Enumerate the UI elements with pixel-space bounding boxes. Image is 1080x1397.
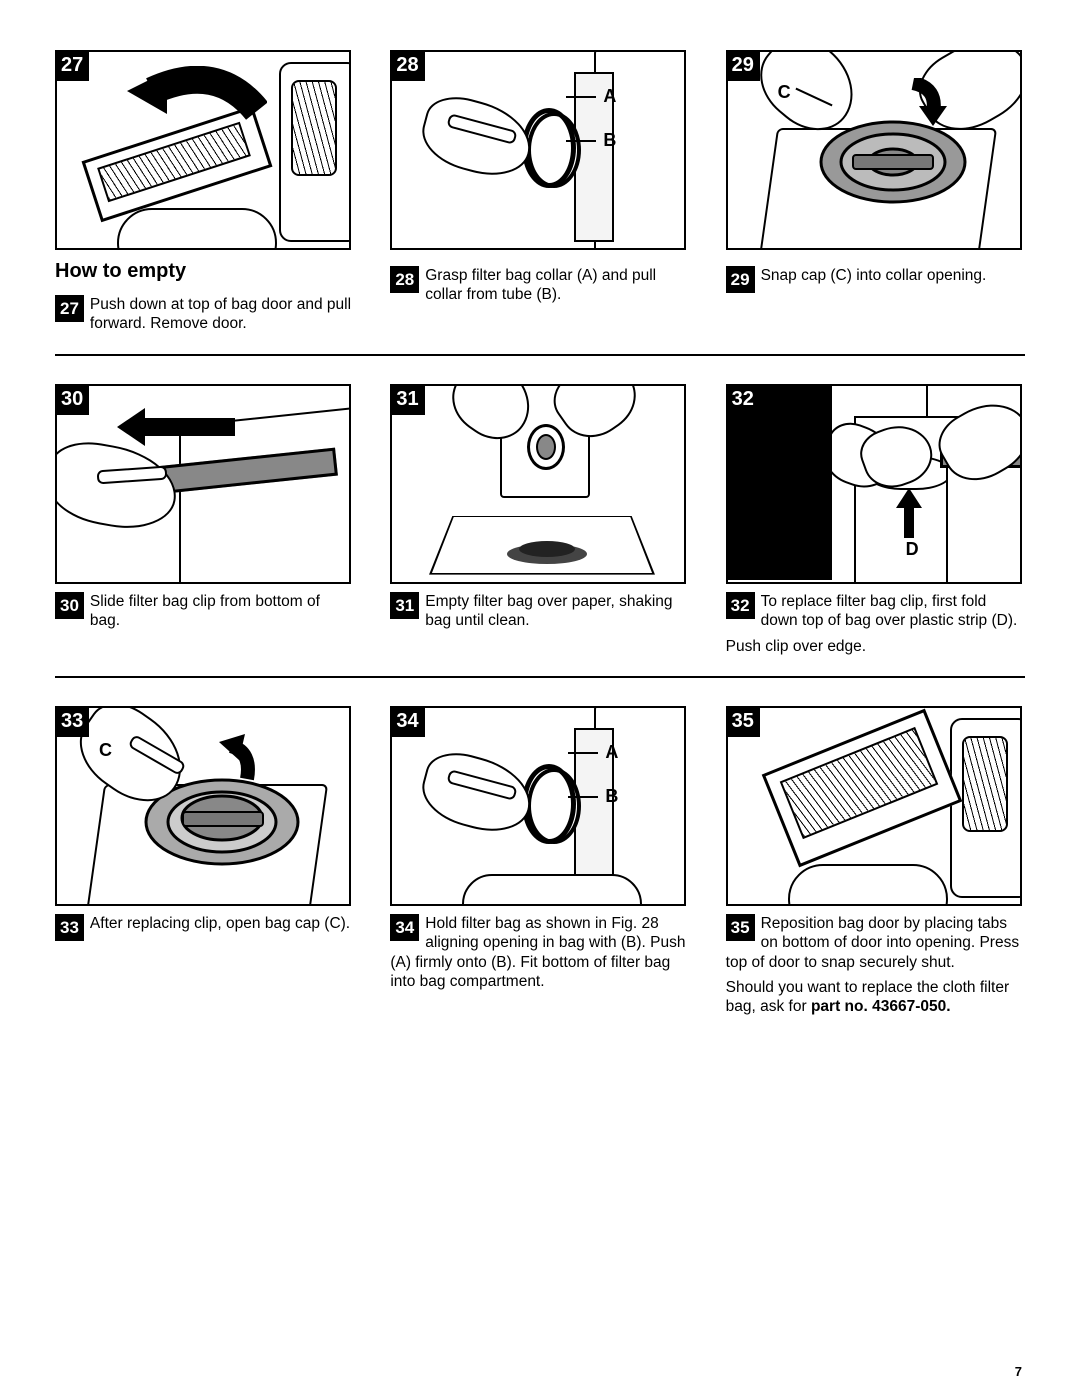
caption-text-32b: Push clip over edge. xyxy=(726,637,1025,656)
divider-1 xyxy=(55,354,1025,356)
label-B-28: B xyxy=(603,130,616,151)
figure-35: 35 xyxy=(726,706,1022,906)
caption-badge-35: 35 xyxy=(726,914,755,941)
step-29: 29 C 29 Snap cap (C) into collar o xyxy=(726,50,1025,334)
part-number: part no. 43667-050. xyxy=(811,998,951,1015)
badge-33: 33 xyxy=(55,706,89,737)
caption-text-35: Reposition bag door by placing tabs on b… xyxy=(726,915,1019,971)
caption-badge-34: 34 xyxy=(390,914,419,941)
caption-text-31: Empty filter bag over paper, shaking bag… xyxy=(425,593,672,629)
label-A-28: A xyxy=(603,86,616,107)
figure-28: 28 A B xyxy=(390,50,686,250)
figure-32: 32 D xyxy=(726,384,1022,584)
caption-text-33: After replacing clip, open bag cap (C). xyxy=(90,915,350,932)
caption-badge-29: 29 xyxy=(726,266,755,293)
badge-28: 28 xyxy=(390,50,424,81)
caption-34: 34 Hold filter bag as shown in Fig. 28 a… xyxy=(390,914,689,992)
badge-30: 30 xyxy=(55,384,89,415)
figure-33: 33 C xyxy=(55,706,351,906)
label-A-34: A xyxy=(605,742,618,763)
badge-27: 27 xyxy=(55,50,89,81)
label-C-29: C xyxy=(778,82,791,103)
figure-29: 29 C xyxy=(726,50,1022,250)
step-31: 31 31 Empty filter bag over paper, shaki… xyxy=(390,384,689,656)
caption-text-34: Hold filter bag as shown in Fig. 28 alig… xyxy=(390,915,685,990)
caption-35: 35 Reposition bag door by placing tabs o… xyxy=(726,914,1025,1017)
step-27: 27 How to empty 27 Push down at top of b… xyxy=(55,50,354,334)
caption-badge-28: 28 xyxy=(390,266,419,293)
figure-34: 34 A B xyxy=(390,706,686,906)
step-35: 35 35 Reposition bag door by placing tab… xyxy=(726,706,1025,1017)
caption-29: 29 Snap cap (C) into collar opening. xyxy=(726,266,1025,295)
label-B-34: B xyxy=(605,786,618,807)
caption-text-30: Slide filter bag clip from bottom of bag… xyxy=(90,593,320,629)
caption-text-29: Snap cap (C) into collar opening. xyxy=(761,267,987,284)
caption-badge-30: 30 xyxy=(55,592,84,619)
step-33: 33 C 33 After replacing clip, open bag c… xyxy=(55,706,354,1017)
caption-badge-33: 33 xyxy=(55,914,84,941)
caption-badge-31: 31 xyxy=(390,592,419,619)
row-3: 33 C 33 After replacing clip, open bag c… xyxy=(55,706,1025,1017)
figure-27: 27 xyxy=(55,50,351,250)
figure-31: 31 xyxy=(390,384,686,584)
caption-30: 30 Slide filter bag clip from bottom of … xyxy=(55,592,354,631)
row-1: 27 How to empty 27 Push down at top of b… xyxy=(55,50,1025,334)
caption-32: 32 To replace filter bag clip, first fol… xyxy=(726,592,1025,656)
label-C-33: C xyxy=(99,740,112,761)
step-28: 28 A B 28 Grasp filter bag collar (A) an… xyxy=(390,50,689,334)
row-2: 30 30 Slide filter bag clip from bottom … xyxy=(55,384,1025,656)
badge-32: 32 xyxy=(726,384,832,580)
caption-31: 31 Empty filter bag over paper, shaking … xyxy=(390,592,689,631)
badge-34: 34 xyxy=(390,706,424,737)
caption-33: 33 After replacing clip, open bag cap (C… xyxy=(55,914,354,943)
caption-badge-27: 27 xyxy=(55,295,84,322)
badge-31: 31 xyxy=(390,384,424,415)
step-30: 30 30 Slide filter bag clip from bottom … xyxy=(55,384,354,656)
caption-27: 27 Push down at top of bag door and pull… xyxy=(55,295,354,334)
badge-35: 35 xyxy=(726,706,760,737)
caption-text-28: Grasp filter bag collar (A) and pull col… xyxy=(425,267,656,303)
page-number: 7 xyxy=(1015,1364,1022,1379)
caption-28: 28 Grasp filter bag collar (A) and pull … xyxy=(390,266,689,305)
section-heading: How to empty xyxy=(55,260,354,283)
caption-text-27: Push down at top of bag door and pull fo… xyxy=(90,296,351,332)
divider-2 xyxy=(55,676,1025,678)
step-34: 34 A B 34 Hold filter bag as shown in Fi… xyxy=(390,706,689,1017)
figure-30: 30 xyxy=(55,384,351,584)
label-D-32: D xyxy=(906,539,919,560)
badge-29: 29 xyxy=(726,50,760,81)
step-32: 32 D 32 To replace filt xyxy=(726,384,1025,656)
caption-text-32: To replace filter bag clip, first fold d… xyxy=(761,593,1018,629)
caption-text-35b: Should you want to replace the cloth fil… xyxy=(726,978,1025,1017)
caption-badge-32: 32 xyxy=(726,592,755,619)
